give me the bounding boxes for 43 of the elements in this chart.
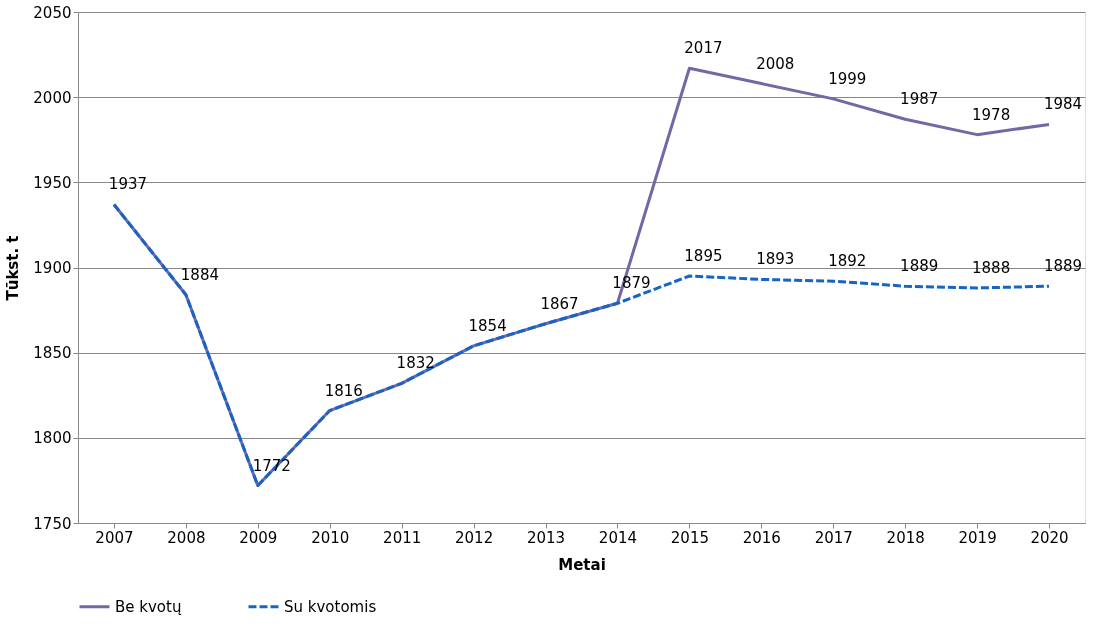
data-label: 1937 [108,175,148,194]
y-axis-title: Tūkst. t [4,235,23,301]
x-axis-title: Metai [558,555,606,574]
data-label: 1978 [972,105,1011,124]
data-label: 2008 [756,54,795,73]
x-tick-label: 2008 [167,528,206,547]
data-label: 1889 [900,257,939,276]
data-label: 1984 [1043,95,1083,114]
data-label: 1884 [180,265,219,284]
data-label: 1888 [972,258,1011,277]
data-label: 1892 [828,252,867,271]
x-tick-label: 2012 [455,528,494,547]
x-tick-label: 2017 [814,528,853,547]
data-label: 1854 [468,316,507,335]
data-label: 1889 [1043,257,1083,276]
x-tick-label: 2007 [95,528,134,547]
y-tick-label: 1800 [33,429,72,448]
y-tick-label: 2000 [33,88,72,107]
x-tick-label: 2013 [526,528,566,547]
x-tick-label: 2014 [598,528,638,547]
x-tick-label: 2019 [958,528,997,547]
legend-label: Be kvotų [115,597,182,616]
data-label: 2017 [684,39,723,58]
data-label: 1867 [540,294,579,313]
data-label: 1816 [324,381,363,400]
x-tick-label: 2009 [239,528,278,547]
y-tick-label: 2050 [33,3,72,22]
y-tick-label: 1950 [33,173,72,192]
data-label: 1832 [396,354,435,373]
data-label: 1893 [756,250,795,269]
x-tick-label: 2015 [670,528,709,547]
x-tick-label: 2018 [886,528,925,547]
data-label: 1987 [900,90,939,109]
x-tick-label: 2010 [311,528,350,547]
x-tick-label: 2020 [1030,528,1069,547]
y-tick-label: 1750 [33,514,72,533]
data-label: 1999 [828,69,867,88]
x-tick-label: 2011 [383,528,422,547]
y-tick-label: 1900 [33,259,72,277]
y-tick-label: 1850 [33,344,72,363]
data-label: 1895 [684,247,723,266]
x-tick-label: 2016 [742,528,781,547]
legend-label: Su kvotomis [284,597,377,616]
